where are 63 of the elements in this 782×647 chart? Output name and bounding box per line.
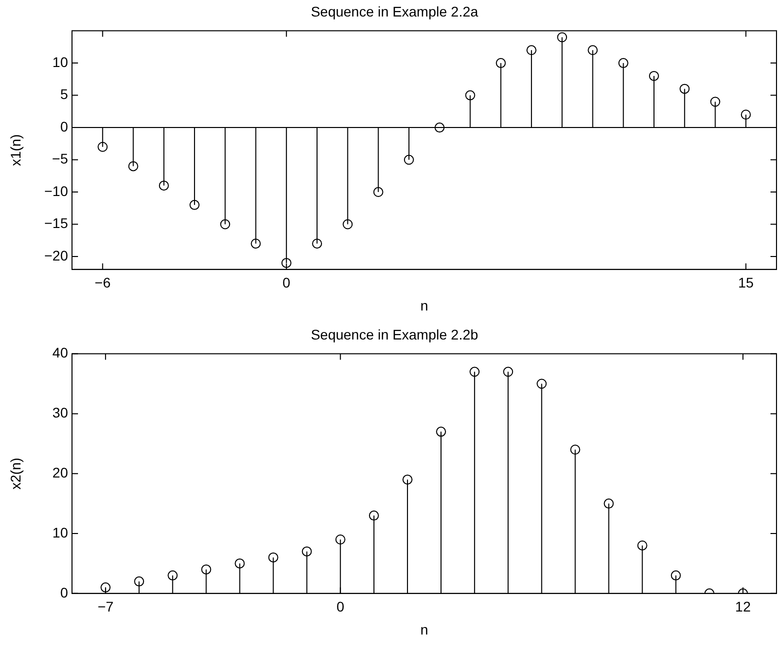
point [710, 96, 720, 107]
point [496, 58, 506, 68]
point [740, 110, 751, 120]
point [134, 576, 144, 586]
point [434, 122, 445, 133]
point [158, 180, 169, 191]
point [503, 366, 514, 377]
y-tick-label: 30 [52, 404, 68, 421]
y-tick-label: −15 [44, 215, 68, 232]
point [190, 200, 200, 210]
x-tick-label: 15 [738, 274, 754, 291]
point [98, 142, 108, 152]
point [570, 444, 580, 455]
point [637, 540, 648, 550]
point [470, 366, 480, 377]
point [588, 45, 598, 56]
y-tick-label: 40 [52, 344, 68, 361]
point [436, 426, 446, 437]
y-tick-label: 0 [60, 118, 68, 134]
point [342, 219, 353, 230]
point [335, 534, 346, 544]
y-tick-label: −10 [44, 182, 68, 199]
point [670, 570, 681, 580]
point [526, 45, 536, 56]
point [302, 546, 312, 556]
x-axis-title: n [420, 621, 428, 638]
y-tick-label: 10 [52, 524, 68, 540]
x-tick-label: 0 [282, 274, 291, 291]
point [404, 154, 414, 165]
point [128, 161, 138, 172]
x-tick-label: −7 [98, 598, 114, 615]
y-tick-label: 0 [60, 584, 68, 600]
point [168, 570, 178, 580]
y-axis-title: x1(n) [7, 134, 24, 166]
point [536, 378, 547, 389]
y-axis-title: x2(n) [7, 458, 24, 490]
point [604, 498, 614, 509]
y-tick-label: 5 [60, 86, 68, 102]
x-tick-label: −6 [94, 274, 111, 291]
y-tick-label: −5 [52, 150, 68, 167]
chart-title: Sequence in Example 2.2a [310, 3, 478, 20]
y-tick-label: 10 [52, 54, 68, 70]
x-tick-label: 0 [336, 598, 344, 615]
point [220, 219, 230, 230]
point [618, 58, 628, 68]
point [268, 552, 278, 562]
point [648, 70, 659, 81]
y-tick-label: 20 [52, 464, 68, 480]
x-tick-label: 12 [735, 598, 751, 615]
x-axis-title: n [420, 297, 428, 314]
y-tick-label: −20 [44, 247, 68, 264]
point [201, 564, 212, 574]
point [312, 238, 322, 249]
point [557, 32, 568, 42]
point [373, 187, 384, 198]
point [250, 238, 261, 249]
point [368, 510, 379, 521]
point [465, 90, 476, 100]
point [402, 474, 412, 485]
point [680, 84, 690, 94]
point [234, 558, 245, 568]
point [281, 258, 292, 268]
chart-title: Sequence in Example 2.2b [310, 326, 478, 342]
